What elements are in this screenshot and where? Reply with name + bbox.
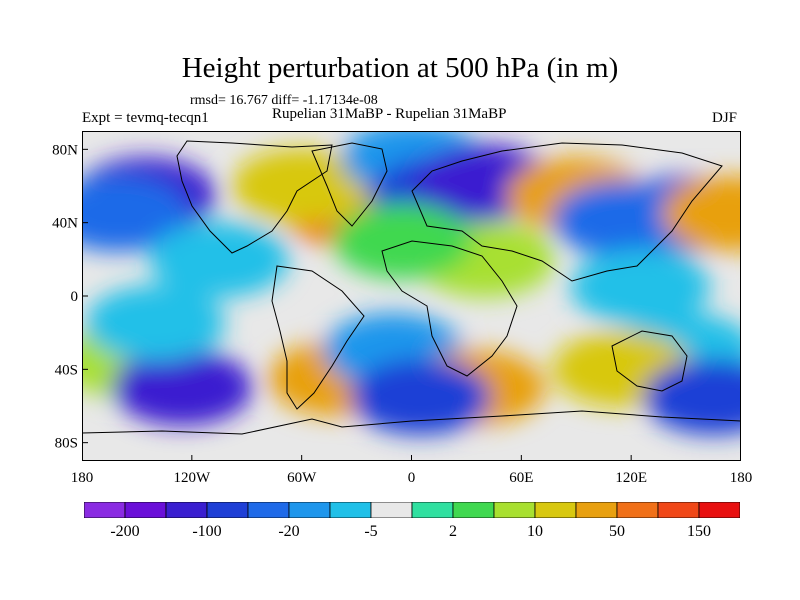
colorbar-swatch	[575, 502, 618, 518]
colorbar-swatch	[206, 502, 249, 518]
lat-tick-label: 80N	[52, 142, 78, 158]
colorbar-label: 150	[687, 523, 711, 540]
lon-tick-label: 60E	[509, 470, 533, 486]
coastline-australia	[611, 330, 688, 392]
colorbar-swatch	[411, 502, 454, 518]
season-label: DJF	[712, 110, 738, 126]
anomaly-map	[82, 131, 741, 461]
anomaly-blob	[661, 175, 741, 252]
lat-tick-label: 0	[71, 289, 79, 305]
lon-tick-label: 180	[730, 470, 753, 486]
colorbar-swatch	[657, 502, 700, 518]
colorbar-swatch	[534, 502, 577, 518]
lon-tick-label: 60W	[287, 470, 317, 486]
colorbar-swatch	[616, 502, 659, 518]
anomaly-blob	[82, 175, 189, 252]
colorbar-swatch	[370, 502, 413, 518]
colorbar-label: -200	[110, 523, 139, 540]
anomaly-blob	[350, 358, 491, 435]
longitude-labels: 180 120W 60W 0 60E 120E 180	[71, 470, 753, 486]
experiment-label: Expt = tevmq-tecqn1	[82, 110, 209, 126]
colorbar-swatch	[698, 502, 740, 518]
colorbar-label: 2	[449, 523, 457, 540]
comparison-label: Rupelian 31MaBP - Rupelian 31MaBP	[272, 106, 507, 122]
stats-text: rmsd= 16.767 diff= -1.17134e-08	[190, 93, 378, 108]
colorbar-label: -100	[192, 523, 221, 540]
anomaly-blob	[570, 248, 711, 325]
lon-tick-label: 120E	[615, 470, 647, 486]
anomaly-blob	[149, 221, 290, 298]
coastline-greenland	[311, 142, 388, 227]
plot-title: Height perturbation at 500 hPa (in m)	[181, 52, 619, 84]
colorbar-swatch	[124, 502, 167, 518]
latitude-labels: 80N 40N 0 40S 80S	[52, 142, 79, 452]
coastline-africa	[381, 240, 518, 377]
anomaly-blob	[643, 358, 741, 435]
anomaly-blob	[552, 181, 693, 257]
colorbar-label: 50	[609, 523, 625, 540]
lon-tick-label: 180	[71, 470, 94, 486]
colorbar-label: 10	[527, 523, 543, 540]
coastline-eurasia	[411, 142, 723, 282]
anomaly-blob	[332, 203, 473, 279]
colorbar-swatch	[452, 502, 495, 518]
colorbar-label: -5	[364, 523, 377, 540]
anomaly-blob	[112, 349, 253, 426]
colorbar	[84, 502, 740, 518]
colorbar-swatch	[288, 502, 331, 518]
colorbar-swatch	[84, 502, 126, 518]
colorbar-swatch	[493, 502, 536, 518]
colorbar-swatch	[165, 502, 208, 518]
coastline-north-america	[176, 140, 333, 254]
colorbar-swatch	[247, 502, 290, 518]
coastline-south-america	[271, 265, 365, 410]
lat-tick-label: 40N	[52, 216, 78, 232]
coastline-antarctica	[82, 410, 741, 435]
colorbar-labels: -200 -100 -20 -5 2 10 50 150	[110, 523, 711, 540]
colorbar-swatch	[329, 502, 372, 518]
lat-tick-label: 80S	[55, 436, 78, 452]
lon-tick-label: 120W	[173, 470, 211, 486]
anomaly-blob	[85, 285, 226, 362]
anomaly-blob	[231, 148, 372, 224]
colorbar-label: -20	[278, 523, 299, 540]
lon-tick-label: 0	[408, 470, 416, 486]
lat-tick-label: 40S	[55, 362, 78, 378]
